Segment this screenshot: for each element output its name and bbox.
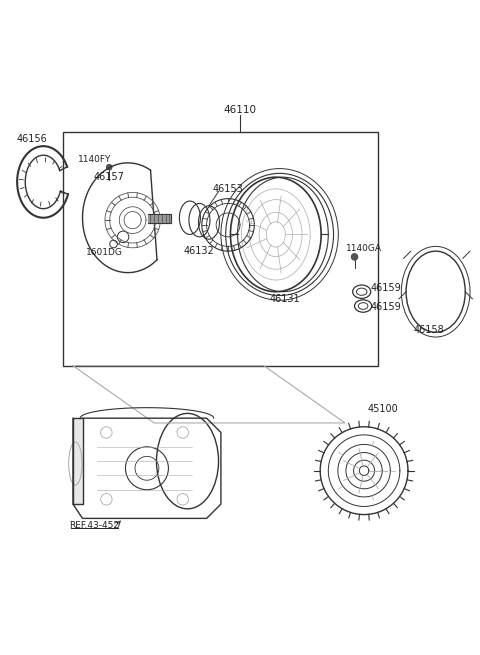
Text: 45100: 45100 xyxy=(368,403,398,413)
Text: 46159: 46159 xyxy=(370,302,401,312)
Text: 46131: 46131 xyxy=(270,294,300,304)
Circle shape xyxy=(351,253,358,260)
Text: 1140GA: 1140GA xyxy=(346,244,382,253)
Text: 1140FY: 1140FY xyxy=(78,155,111,164)
Text: 46157: 46157 xyxy=(93,172,124,182)
Circle shape xyxy=(110,240,117,248)
Text: 46132: 46132 xyxy=(184,246,215,256)
Text: 46156: 46156 xyxy=(17,134,48,144)
Text: 1601DG: 1601DG xyxy=(85,248,122,257)
Polygon shape xyxy=(73,418,83,504)
Text: 46159: 46159 xyxy=(370,283,401,293)
Bar xyxy=(63,132,378,365)
Text: 46153: 46153 xyxy=(213,184,243,194)
Circle shape xyxy=(107,164,112,170)
Text: REF.43-452: REF.43-452 xyxy=(70,521,120,530)
Polygon shape xyxy=(148,214,171,223)
Text: 46110: 46110 xyxy=(224,105,256,115)
Text: 46158: 46158 xyxy=(413,325,444,335)
